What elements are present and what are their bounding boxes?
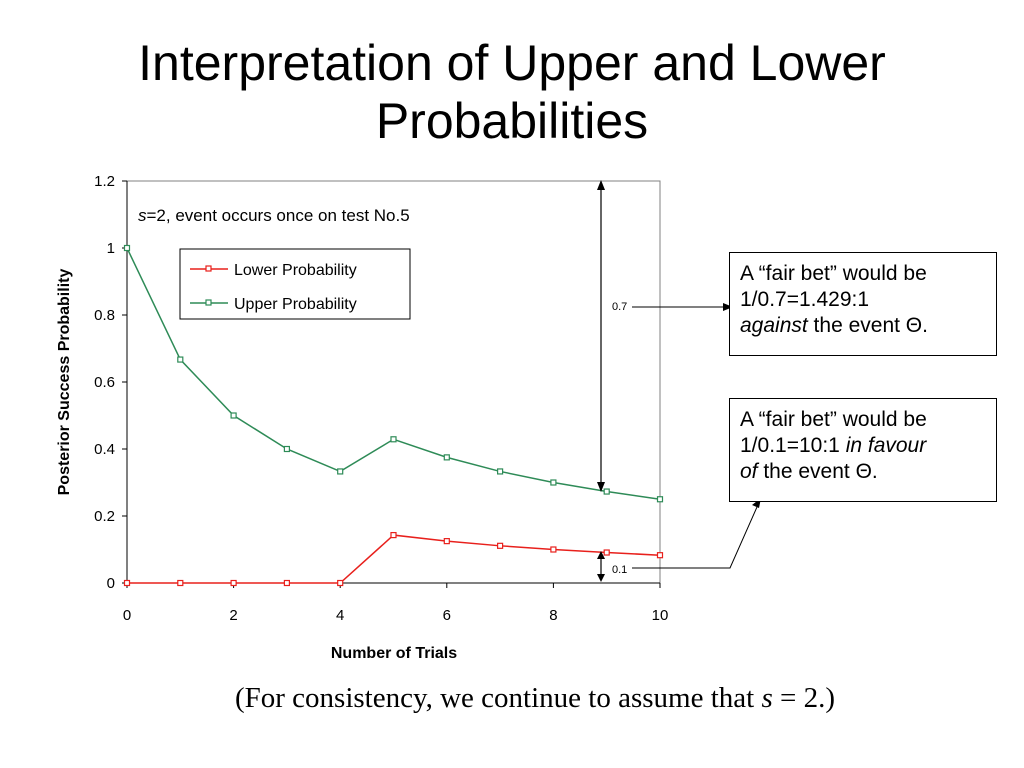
data-point-lower xyxy=(177,579,184,587)
footer-note: (For consistency, we continue to assume … xyxy=(0,682,1024,715)
callout-upper-rest: the event Θ. xyxy=(807,314,928,337)
callout-lower-probability: A “fair bet” would be 1/0.1=10:1 in favo… xyxy=(729,398,997,502)
gap-arrow-upper: 0.7 xyxy=(597,180,733,492)
callout-lower-line-1: A “fair bet” would be xyxy=(740,408,927,431)
gap-label-upper: 0.7 xyxy=(612,301,627,313)
footer-prefix: (For consistency, we continue to assume … xyxy=(234,682,762,714)
leader-line-lower xyxy=(632,506,758,569)
y-tick-label: 1 xyxy=(107,240,115,257)
x-tick-label: 8 xyxy=(549,607,557,624)
data-point-lower xyxy=(443,538,450,545)
annotation-text: =2, event occurs once on test No.5 xyxy=(147,206,410,225)
series-line-lower xyxy=(127,534,661,584)
data-point-upper xyxy=(656,496,664,503)
legend-marker-lower xyxy=(205,265,212,272)
data-point-upper xyxy=(497,468,504,475)
callout-upper-line-3: against the event Θ. xyxy=(740,313,986,339)
slide-title-line-2: Probabilities xyxy=(375,93,649,149)
y-axis-label: Posterior Success Probability xyxy=(56,269,73,496)
data-point-upper xyxy=(550,479,557,486)
data-point-upper xyxy=(390,436,397,443)
data-point-upper xyxy=(337,468,344,475)
callout-lower-rest: the event Θ. xyxy=(757,460,878,483)
callout-lower-line-2: 1/0.1=10:1 in favour xyxy=(740,433,986,459)
callout-lower-emphasis-2: of xyxy=(740,460,758,483)
data-point-lower xyxy=(337,579,344,587)
gap-arrow-lower-head-bottom xyxy=(597,574,605,582)
leader-arrowhead-upper xyxy=(723,303,733,311)
y-tick-label: 0.2 xyxy=(94,508,115,525)
gap-arrow-lower-head-top xyxy=(597,551,605,559)
gap-label-lower: 0.1 xyxy=(612,564,627,576)
gap-arrow-lower: 0.1 xyxy=(597,498,761,582)
legend-label-upper: Upper Probability xyxy=(234,296,357,313)
callout-upper-line-2: 1/0.7=1.429:1 xyxy=(740,288,870,311)
x-tick-label: 4 xyxy=(336,607,344,624)
data-point-upper xyxy=(123,244,131,252)
footer-variable: s xyxy=(761,682,773,714)
gap-arrow-upper-head-top xyxy=(597,180,605,190)
data-point-upper xyxy=(283,445,290,453)
x-tick-label: 0 xyxy=(123,607,131,624)
x-tick-label: 6 xyxy=(443,607,451,624)
data-point-upper xyxy=(443,454,450,461)
data-point-lower xyxy=(603,549,610,556)
legend-label-lower: Lower Probability xyxy=(234,262,357,279)
slide-title-line-1: Interpretation of Upper and Lower xyxy=(138,35,886,91)
annotation-variable: s xyxy=(138,206,147,225)
y-tick-label: 0.4 xyxy=(94,441,115,458)
legend-box xyxy=(179,248,411,320)
footer-suffix: = 2.) xyxy=(772,682,835,714)
callout-lower-emphasis: in favour xyxy=(845,434,927,457)
data-point-lower xyxy=(123,579,131,587)
data-point-upper xyxy=(177,356,184,363)
x-tick-label: 10 xyxy=(652,607,669,624)
callout-upper-line-1: A “fair bet” would be xyxy=(740,262,927,285)
plot-area xyxy=(126,180,661,584)
callout-upper-probability: A “fair bet” would be 1/0.7=1.429:1 agai… xyxy=(729,252,997,356)
axis-ticks: 0 0.2 0.4 0.6 0.8 1 1.2 0 2 4 6 8 10 xyxy=(94,173,668,624)
y-tick-label: 0.8 xyxy=(94,307,115,324)
data-point-lower xyxy=(283,579,290,587)
y-tick-label: 0.6 xyxy=(94,374,115,391)
data-point-lower xyxy=(390,531,397,539)
callout-upper-emphasis: against xyxy=(740,314,808,337)
slide-title: Interpretation of Upper and Lower Probab… xyxy=(0,34,1024,150)
data-point-upper xyxy=(603,488,610,495)
chart-annotation: s=2, event occurs once on test No.5 xyxy=(138,206,410,225)
x-tick-label: 2 xyxy=(229,607,237,624)
y-tick-label: 1.2 xyxy=(94,173,115,190)
legend-marker-upper xyxy=(205,299,212,306)
data-point-upper xyxy=(230,412,237,419)
gap-arrow-upper-head-bottom xyxy=(597,482,605,492)
legend: Lower Probability Upper Probability xyxy=(179,248,411,320)
data-point-lower xyxy=(656,552,664,559)
callout-lower-odds: 1/0.1=10:1 xyxy=(740,434,846,457)
data-point-lower xyxy=(230,579,237,587)
callout-lower-line-3: of the event Θ. xyxy=(740,459,986,485)
y-tick-label: 0 xyxy=(107,575,115,592)
x-axis-label: Number of Trials xyxy=(331,645,457,662)
data-point-lower xyxy=(497,542,504,549)
data-point-lower xyxy=(550,546,557,553)
series-group xyxy=(123,244,664,587)
